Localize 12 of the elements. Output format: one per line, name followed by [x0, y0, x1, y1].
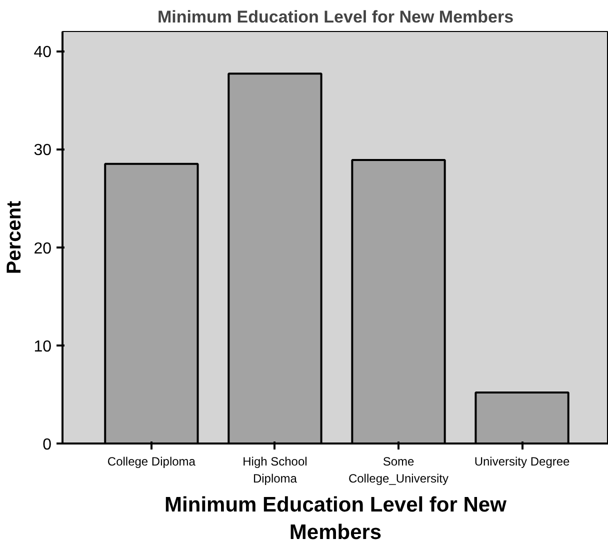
y-tick-label: 20 [34, 240, 52, 258]
x-tick-label: High School Diploma [242, 454, 308, 486]
x-tick-label: College Diploma [107, 454, 196, 468]
y-tick-label: 40 [34, 44, 52, 62]
x-tick-label: University Degree [474, 454, 570, 468]
chart-title: Minimum Education Level for New Members [157, 8, 514, 26]
y-tick-label: 30 [34, 142, 52, 160]
y-tick-label: 10 [34, 338, 52, 356]
x-tick-label: Some College_University [348, 454, 449, 486]
y-axis-title: Percent [4, 200, 26, 274]
y-tick-label: 0 [42, 436, 52, 454]
x-axis-title: Minimum Education Level for New Members [164, 493, 508, 544]
